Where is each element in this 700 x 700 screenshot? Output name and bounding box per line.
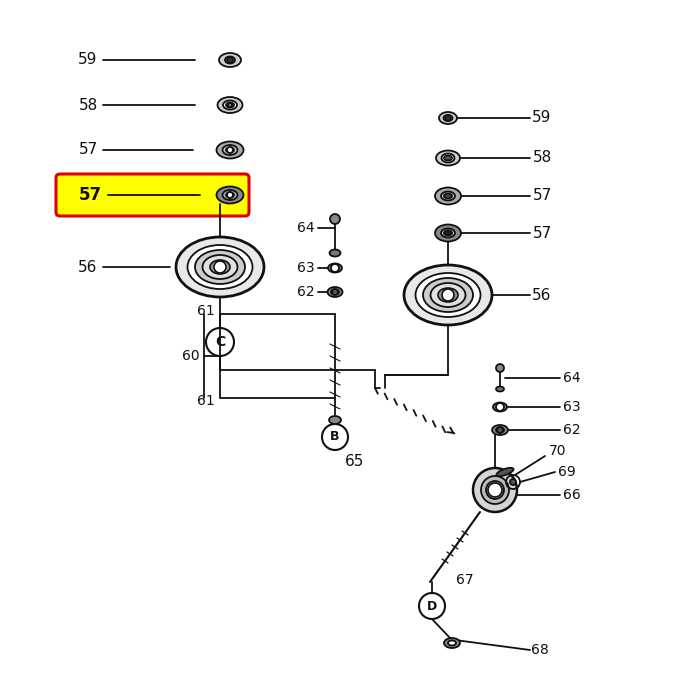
Text: 62: 62 — [564, 423, 581, 437]
Ellipse shape — [442, 153, 454, 162]
Circle shape — [227, 192, 233, 198]
Ellipse shape — [188, 245, 253, 289]
Ellipse shape — [444, 115, 452, 121]
Text: 64: 64 — [564, 371, 581, 385]
Text: 63: 63 — [564, 400, 581, 414]
Ellipse shape — [218, 97, 242, 113]
Ellipse shape — [329, 416, 341, 424]
Text: 69: 69 — [558, 465, 576, 479]
Ellipse shape — [416, 273, 480, 317]
Ellipse shape — [223, 101, 237, 109]
Ellipse shape — [223, 145, 237, 155]
Text: 58: 58 — [78, 97, 97, 113]
Text: 63: 63 — [298, 261, 315, 275]
Ellipse shape — [444, 155, 452, 160]
Ellipse shape — [448, 640, 456, 645]
Text: 68: 68 — [531, 643, 549, 657]
Text: 57: 57 — [78, 143, 97, 158]
Text: 59: 59 — [78, 52, 98, 67]
Ellipse shape — [492, 425, 508, 435]
Circle shape — [331, 264, 339, 272]
FancyArrowPatch shape — [476, 479, 510, 501]
FancyBboxPatch shape — [56, 174, 249, 216]
Ellipse shape — [438, 288, 458, 302]
Text: 65: 65 — [345, 454, 365, 468]
Circle shape — [510, 479, 516, 485]
Ellipse shape — [202, 255, 237, 279]
Ellipse shape — [439, 112, 457, 124]
Text: 61: 61 — [197, 304, 215, 318]
Text: 64: 64 — [298, 221, 315, 235]
Ellipse shape — [176, 237, 264, 297]
Text: 56: 56 — [532, 288, 552, 302]
Text: A: A — [491, 485, 499, 495]
Ellipse shape — [219, 53, 241, 67]
Text: D: D — [427, 599, 437, 612]
Ellipse shape — [496, 468, 514, 476]
Text: 56: 56 — [78, 260, 98, 274]
Ellipse shape — [435, 225, 461, 242]
Ellipse shape — [493, 402, 507, 412]
Circle shape — [496, 403, 504, 411]
Circle shape — [445, 115, 451, 121]
Ellipse shape — [430, 283, 466, 307]
Text: .: . — [575, 368, 579, 382]
Circle shape — [481, 476, 509, 504]
Text: C: C — [215, 335, 225, 349]
Text: 66: 66 — [563, 488, 581, 502]
Text: 61: 61 — [197, 394, 215, 408]
Text: 70: 70 — [550, 444, 567, 458]
Ellipse shape — [441, 228, 455, 237]
Circle shape — [473, 468, 517, 512]
Circle shape — [497, 427, 503, 433]
Text: 62: 62 — [298, 285, 315, 299]
Circle shape — [488, 483, 502, 497]
Circle shape — [496, 364, 504, 372]
Ellipse shape — [216, 186, 244, 204]
Ellipse shape — [225, 57, 235, 64]
Text: 57: 57 — [533, 188, 552, 204]
Ellipse shape — [223, 190, 237, 200]
Circle shape — [227, 147, 233, 153]
Text: 57: 57 — [533, 225, 552, 241]
Ellipse shape — [328, 287, 342, 297]
Circle shape — [330, 214, 340, 224]
Circle shape — [214, 261, 226, 273]
Ellipse shape — [331, 290, 339, 295]
Ellipse shape — [441, 192, 455, 200]
Circle shape — [332, 289, 338, 295]
Ellipse shape — [444, 193, 452, 199]
Ellipse shape — [436, 150, 460, 165]
Text: 67: 67 — [456, 573, 474, 587]
Text: 58: 58 — [533, 150, 552, 165]
Ellipse shape — [435, 188, 461, 204]
Ellipse shape — [423, 278, 473, 312]
Ellipse shape — [226, 102, 234, 108]
Ellipse shape — [226, 193, 234, 197]
Ellipse shape — [216, 141, 244, 158]
Ellipse shape — [195, 250, 245, 284]
Ellipse shape — [328, 263, 342, 272]
Ellipse shape — [210, 260, 230, 274]
Ellipse shape — [404, 265, 492, 325]
Ellipse shape — [496, 386, 504, 391]
Circle shape — [442, 289, 454, 301]
Text: 57: 57 — [78, 186, 102, 204]
Circle shape — [227, 57, 233, 63]
Ellipse shape — [444, 638, 460, 648]
Text: 60: 60 — [183, 349, 200, 363]
Text: B: B — [330, 430, 340, 444]
Ellipse shape — [496, 428, 504, 433]
Text: 59: 59 — [532, 111, 552, 125]
Ellipse shape — [330, 249, 340, 256]
Ellipse shape — [444, 230, 452, 235]
Ellipse shape — [226, 148, 234, 153]
Ellipse shape — [228, 104, 232, 106]
